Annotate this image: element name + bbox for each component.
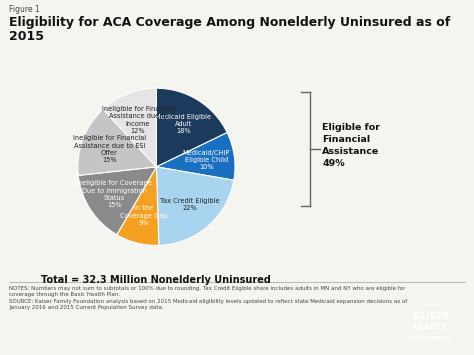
Text: In the
Coverage Gap
9%: In the Coverage Gap 9% bbox=[120, 205, 168, 226]
Wedge shape bbox=[156, 167, 234, 245]
Text: Medicaid/CHIP
Eligible Child
10%: Medicaid/CHIP Eligible Child 10% bbox=[182, 149, 230, 170]
Text: Figure 1: Figure 1 bbox=[9, 5, 40, 14]
Text: Ineligible for Financial
Assistance due to ESI
Offer
15%: Ineligible for Financial Assistance due … bbox=[73, 135, 146, 163]
Wedge shape bbox=[117, 167, 159, 245]
Wedge shape bbox=[156, 88, 227, 167]
Text: Tax Credit Eligible
22%: Tax Credit Eligible 22% bbox=[160, 198, 219, 212]
Text: Total = 32.3 Million Nonelderly Uninsured: Total = 32.3 Million Nonelderly Uninsure… bbox=[42, 275, 271, 285]
Wedge shape bbox=[103, 88, 156, 167]
Wedge shape bbox=[78, 109, 156, 175]
Text: Ineligible for Financial
Assistance due to
Income
12%: Ineligible for Financial Assistance due … bbox=[101, 106, 174, 134]
Text: FAMILY: FAMILY bbox=[412, 323, 448, 332]
Text: Eligibility for ACA Coverage Among Nonelderly Uninsured as of
2015: Eligibility for ACA Coverage Among Nonel… bbox=[9, 16, 451, 43]
Text: THE HENRY J.: THE HENRY J. bbox=[417, 304, 444, 308]
Wedge shape bbox=[78, 167, 156, 235]
Text: NOTES: Numbers may not sum to subtotals or 100% due to rounding. Tax Credit Elig: NOTES: Numbers may not sum to subtotals … bbox=[9, 286, 408, 310]
Text: Eligible for
Financial
Assistance
49%: Eligible for Financial Assistance 49% bbox=[322, 123, 380, 168]
Text: Medicaid Eligible
Adult
18%: Medicaid Eligible Adult 18% bbox=[155, 114, 211, 135]
Wedge shape bbox=[156, 132, 235, 180]
Text: KAISER: KAISER bbox=[412, 312, 448, 321]
Text: Ineligible for Coverage
Due to Immigration
Status
15%: Ineligible for Coverage Due to Immigrati… bbox=[76, 180, 152, 208]
Text: FOUNDATION: FOUNDATION bbox=[410, 336, 451, 341]
